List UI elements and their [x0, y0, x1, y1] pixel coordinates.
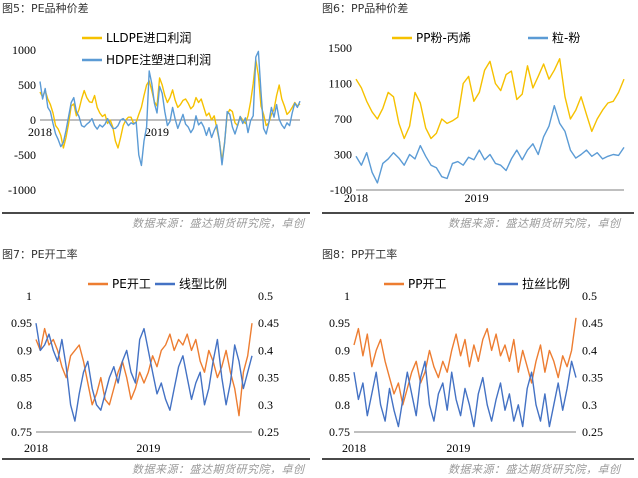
fig8-ytick-label: 0.75 [329, 425, 350, 439]
fig6-xtick-label: 2019 [465, 191, 489, 205]
fig7-y2tick-label: 0.45 [258, 316, 279, 330]
fig5-legend-label-1: LLDPE进口利润 [106, 31, 191, 45]
fig8-y2tick-label: 0.35 [582, 371, 603, 385]
fig8-ytick-label: 1 [344, 289, 350, 303]
fig8-ytick-label: 0.85 [329, 371, 350, 385]
fig8-y2tick-label: 0.25 [582, 425, 603, 439]
fig5-ytick-label: -500 [14, 148, 36, 162]
fig7-legend-label-2: 线型比例 [179, 277, 227, 291]
fig8-ytick-label: 0.95 [329, 316, 350, 330]
fig5-ytick-label: -1000 [8, 183, 36, 197]
fig6-xtick-label: 2018 [344, 191, 368, 205]
fig7-divider [2, 458, 310, 460]
fig7-y2tick-label: 0.5 [258, 289, 273, 303]
fig8-source: 数据来源：盛达期货研究院，卓创 [448, 463, 621, 476]
fig8-xtick-label: 2019 [446, 441, 470, 455]
fig7-y2tick-label: 0.4 [258, 343, 273, 357]
fig7-ytick-label: 0.75 [11, 425, 32, 439]
fig7-ytick-label: 1 [26, 289, 32, 303]
fig8-y2tick-label: 0.45 [582, 316, 603, 330]
fig7-ytick-label: 0.9 [17, 343, 32, 357]
fig7-series-2-line [35, 323, 253, 422]
fig8-ytick-label: 0.8 [335, 398, 350, 412]
fig5-ytick-label: 0 [30, 113, 36, 127]
fig6-series-2-line [355, 104, 625, 184]
fig5-ytick-label: 500 [18, 78, 36, 92]
fig7-y2tick-label: 0.25 [258, 425, 279, 439]
fig8-series-1-line [353, 317, 577, 406]
fig5-title: 图5：PE品种价差 [2, 2, 89, 15]
fig8-y2tick-label: 0.5 [582, 289, 597, 303]
fig5-source: 数据来源：盛达期货研究院，卓创 [132, 217, 305, 230]
fig7-title: 图7：PE开工率 [2, 248, 78, 261]
fig7-source: 数据来源：盛达期货研究院，卓创 [132, 463, 305, 476]
fig6-ytick-label: 700 [334, 112, 352, 126]
fig5-ytick-label: 1000 [12, 43, 36, 57]
fig8-y2tick-label: 0.4 [582, 343, 597, 357]
fig8-xtick-label: 2018 [342, 441, 366, 455]
fig5-chart: 1000 500 0 -500 -1000 2018 2019 LLDPE进口利润 HDPE注塑… [8, 31, 301, 197]
fig7-ytick-label: 0.85 [11, 371, 32, 385]
fig6-series-1-line [355, 58, 625, 140]
fig6-title: 图6：PP品种价差 [322, 2, 409, 15]
fig8-y2tick-label: 0.3 [582, 398, 597, 412]
fig8-divider [322, 458, 634, 460]
fig6-ytick-label: -100 [330, 183, 352, 197]
fig5-divider [2, 212, 310, 214]
fig6-source: 数据来源：盛达期货研究院，卓创 [448, 217, 621, 230]
fig7-y2tick-label: 0.3 [258, 398, 273, 412]
fig7-xtick-label: 2018 [24, 441, 48, 455]
fig8-series-2-line [353, 360, 577, 428]
fig7-y2tick-label: 0.35 [258, 371, 279, 385]
fig6-ytick-label: 1100 [328, 77, 352, 91]
fig7-legend-label-1: PE开工 [112, 277, 151, 291]
fig5-legend-label-2: HDPE注塑进口利润 [106, 52, 211, 67]
fig5-xtick-label: 2018 [28, 125, 52, 139]
fig6-divider [322, 212, 634, 214]
fig6-legend-label-1: PP粉-丙烯 [416, 31, 471, 45]
fig8-title: 图8：PP开工率 [322, 248, 398, 261]
fig5-series-1-line [39, 59, 301, 162]
fig7-xtick-label: 2019 [136, 441, 160, 455]
fig7-ytick-label: 0.95 [11, 316, 32, 330]
fig8-chart: 1 0.95 0.9 0.85 0.8 0.75 0.5 0.45 0.4 0.35 0.3 0.25… [329, 276, 603, 455]
fig6-legend-label-2: 粒-粉 [552, 30, 580, 45]
fig6-ytick-label: 300 [334, 148, 352, 162]
fig7-ytick-label: 0.8 [17, 398, 32, 412]
fig8-legend-label-2: 拉丝比例 [522, 276, 570, 291]
fig7-series-1-line [35, 323, 253, 417]
fig8-legend-label-1: PP开工 [408, 277, 446, 291]
fig5-xtick-label: 2019 [145, 125, 169, 139]
fig7-chart: 1 0.95 0.9 0.85 0.8 0.75 0.5 0.45 0.4 0.35 0.3 0.25… [11, 277, 279, 455]
fig6-ytick-label: 1500 [328, 41, 352, 55]
fig5-series-2-line [39, 50, 301, 167]
fig8-ytick-label: 0.9 [335, 343, 350, 357]
